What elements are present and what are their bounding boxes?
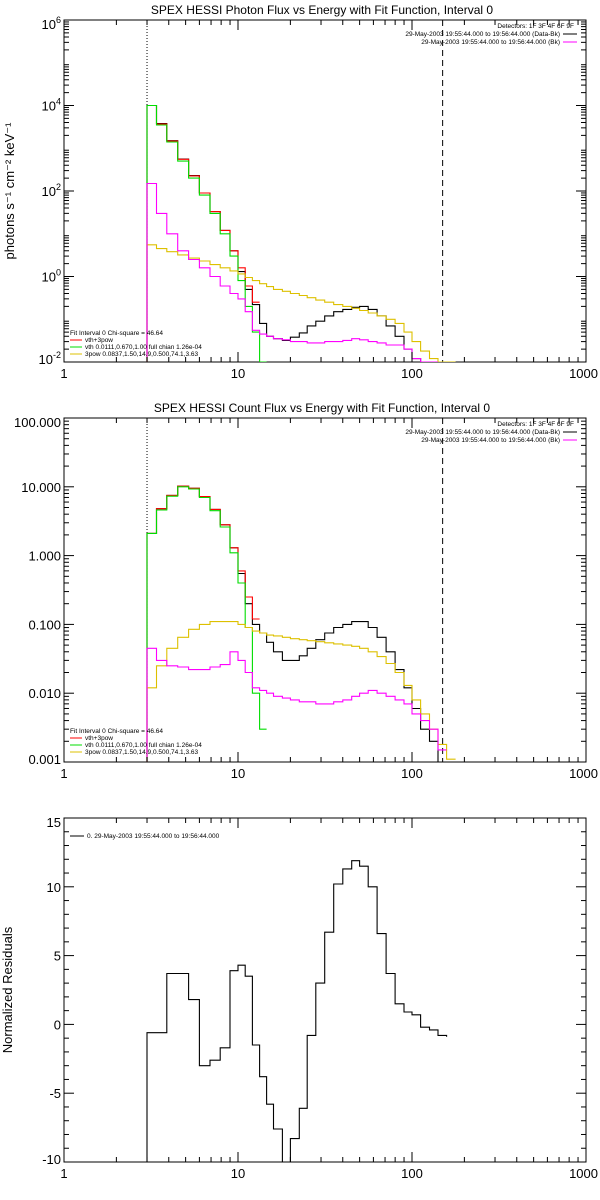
photon-flux-series-layer	[146, 20, 456, 362]
residuals-y-tick-label: -5	[49, 1086, 61, 1101]
count-flux-ticks-layer: 1 10 100 1000 0.001 0.010 0.100 1.000 10.000 100.…	[14, 415, 598, 781]
count-flux-series-layer	[146, 418, 456, 762]
photon-flux-x-tick-label: 1000	[569, 366, 598, 381]
photon-flux-ticks-layer: 1 10 100 1000 10-2 100 102 104 106	[39, 15, 598, 381]
photon-flux-y-tick-label: 10-2	[39, 350, 61, 367]
photon-flux-legend-vth: vth 0.0111,0.670,1.00 full chian 1.26e-0…	[85, 344, 202, 351]
photon-flux-y-tick-label: 106	[42, 15, 61, 32]
count-flux-title: SPEX HESSI Count Flux vs Energy with Fit…	[154, 401, 490, 415]
residuals-x-tick-label: 1000	[569, 1166, 598, 1181]
residuals-plot-frame	[63, 817, 587, 1163]
photon-flux-legend-top-right: Detectors: 1F 3F 4F 6F 9F 29-May-2003 19…	[405, 23, 577, 46]
count-flux-y-tick-label: 1.000	[28, 549, 61, 564]
photon-flux-title: SPEX HESSI Photon Flux vs Energy with Fi…	[151, 3, 493, 17]
photon-flux-legend-bk: 29-May-2003 19:55:44.000 to 19:56:44.000…	[421, 39, 560, 46]
count-flux-y-tick-label: 0.010	[28, 686, 61, 701]
residuals-y-tick-label: 0	[54, 1017, 61, 1032]
residuals-y-tick-label: -10	[42, 1152, 61, 1167]
count-flux-series-background	[146, 647, 447, 762]
count-flux-legend-vth: vth 0.0111,0.670,1.00 full chian 1.26e-0…	[85, 742, 202, 749]
residuals-x-tick-label: 100	[401, 1166, 423, 1181]
photon-flux-y-tick-label: 100	[42, 268, 61, 285]
count-flux-legend-top-right: Detectors: 1F 3F 4F 6F 9F 29-May-2003 19…	[405, 421, 577, 444]
photon-flux-x-tick-label: 100	[401, 366, 423, 381]
photon-flux-legend-detectors: Detectors: 1F 3F 4F 6F 9F	[497, 23, 574, 30]
photon-flux-series-spow	[146, 244, 456, 362]
residuals-y-tick-label: 10	[47, 880, 61, 895]
photon-flux-panel: SPEX HESSI Photon Flux vs Energy with Fi…	[2, 3, 598, 381]
photon-flux-series-vth	[146, 104, 267, 362]
count-flux-series-total	[146, 485, 447, 762]
photon-flux-plot-frame	[63, 19, 587, 363]
photon-flux-legend-fit-interval: Fit Interval 0 Chi-square = 46.64	[70, 330, 163, 337]
count-flux-legend-bk: 29-May-2003 19:55:44.000 to 19:56:44.000…	[421, 437, 560, 444]
photon-flux-y-tick-label: 102	[42, 182, 61, 199]
residuals-ticks-layer: 1 10 100 1000 -10 -5 0 5 10 15	[42, 815, 598, 1181]
count-flux-panel: SPEX HESSI Count Flux vs Energy with Fit…	[14, 401, 598, 781]
photon-flux-legend-vth-spow: vth+3pow	[85, 337, 113, 344]
residuals-panel: Normalized Residuals 1 10 100 1000 -10 -5 0 5 10…	[0, 815, 598, 1181]
count-flux-legend-detectors: Detectors: 1F 3F 4F 6F 9F	[497, 421, 574, 428]
count-flux-legend-fit: Fit Interval 0 Chi-square = 46.64 vth+3p…	[70, 728, 202, 756]
count-flux-legend-vth-spow: vth+3pow	[85, 735, 113, 742]
count-flux-legend-spow: 3pow 0.0837,1.50,14.9,0.500,74.1,3.63	[85, 749, 199, 756]
count-flux-x-tick-label: 100	[401, 766, 423, 781]
photon-flux-series-total	[146, 104, 456, 362]
count-flux-y-tick-label: 0.001	[28, 752, 61, 767]
photon-flux-legend-spow: 3pow 0.0837,1.50,14.9,0.500,74.1,3.63	[85, 351, 199, 358]
residuals-legend-label: 0. 29-May-2003 19:55:44.000 to 19:56:44.…	[87, 833, 220, 840]
count-flux-legend-data-bk: 29-May-2003 19:55:44.000 to 19:56:44.000…	[405, 429, 560, 436]
count-flux-y-tick-label: 100.000	[14, 415, 61, 430]
count-flux-series-spow	[146, 621, 456, 762]
residuals-y-tick-label: 15	[47, 815, 61, 830]
photon-flux-y-axis-label: photons s⁻¹ cm⁻² keV⁻¹	[2, 122, 17, 260]
residuals-series-layer	[146, 860, 448, 1162]
count-flux-x-tick-label: 1000	[569, 766, 598, 781]
residuals-x-tick-label: 10	[231, 1166, 245, 1181]
photon-flux-series-background	[146, 182, 438, 362]
count-flux-legend-fit-interval: Fit Interval 0 Chi-square = 46.64	[70, 728, 163, 735]
count-flux-y-tick-label: 10.000	[21, 480, 61, 495]
photon-flux-x-tick-label: 10	[231, 366, 245, 381]
count-flux-y-tick-label: 0.100	[28, 617, 61, 632]
photon-flux-legend-data-bk: 29-May-2003 19:55:44.000 to 19:56:44.000…	[405, 31, 560, 38]
residuals-legend: 0. 29-May-2003 19:55:44.000 to 19:56:44.…	[70, 833, 220, 840]
photon-flux-series-vth-spow	[146, 104, 260, 362]
residuals-series-total	[146, 860, 448, 1162]
photon-flux-legend-fit: Fit Interval 0 Chi-square = 46.64 vth+3p…	[70, 330, 202, 358]
residuals-y-axis-label: Normalized Residuals	[0, 926, 15, 1053]
residuals-y-tick-label: 5	[54, 949, 61, 964]
count-flux-x-tick-label: 1	[60, 766, 67, 781]
photon-flux-x-tick-label: 1	[60, 366, 67, 381]
residuals-x-tick-label: 1	[60, 1166, 67, 1181]
count-flux-plot-frame	[63, 417, 587, 763]
photon-flux-y-tick-label: 104	[42, 97, 61, 114]
count-flux-x-tick-label: 10	[231, 766, 245, 781]
